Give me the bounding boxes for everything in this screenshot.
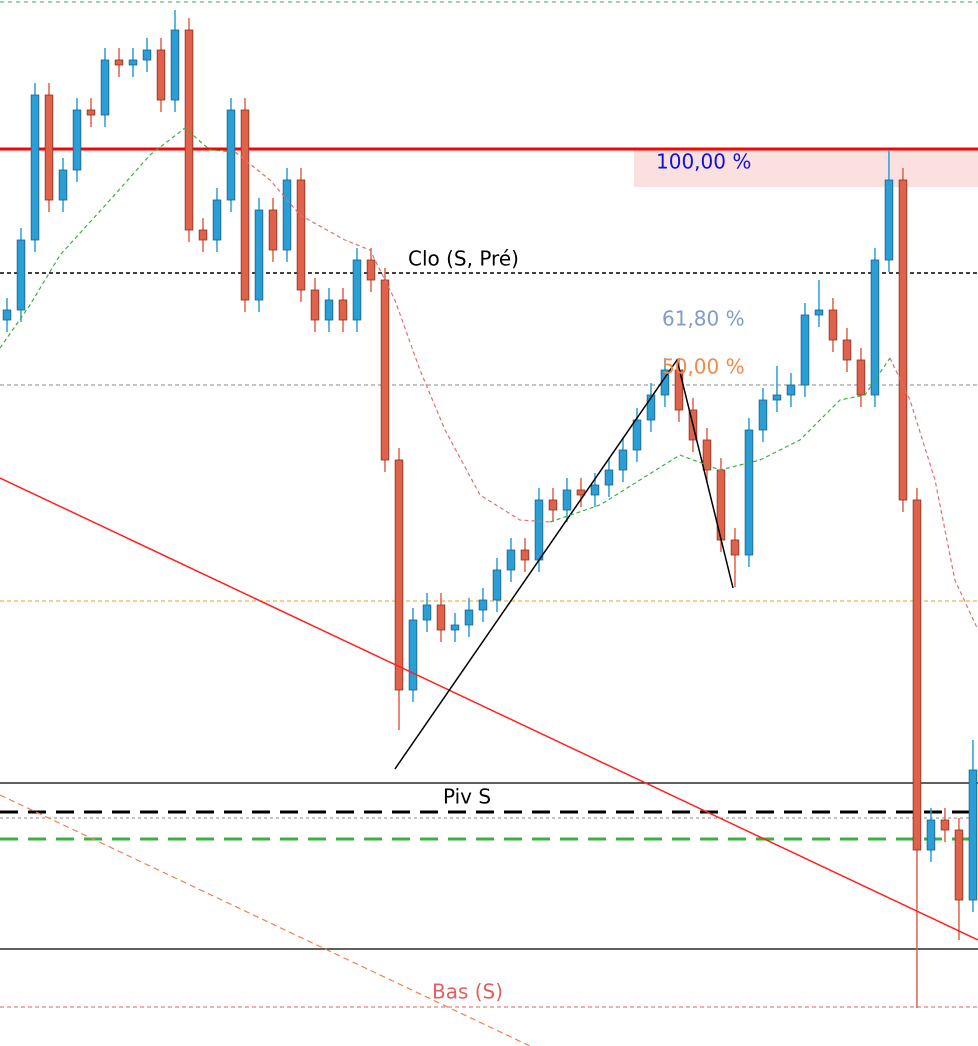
candle-body [142, 49, 152, 61]
candle-body [954, 829, 964, 901]
candle-body [492, 569, 502, 601]
candle-body [366, 259, 376, 281]
candle-body [72, 109, 82, 171]
candle-body [282, 179, 292, 251]
trend-line [234, 151, 551, 523]
candle-body [408, 619, 418, 691]
candle-body [618, 449, 628, 471]
level-label: Piv S [443, 785, 491, 809]
candle-body [940, 819, 950, 831]
candle-body [702, 439, 712, 471]
trend-line [889, 357, 978, 631]
candle-body [324, 299, 334, 321]
candle-body [520, 549, 530, 561]
candle-body [548, 499, 558, 511]
candle-body [744, 429, 754, 556]
candle-body [856, 359, 866, 396]
candle-body [898, 179, 908, 501]
candle-body [772, 394, 782, 401]
candle-body [758, 399, 768, 431]
candle-body [814, 309, 824, 316]
candle-body [2, 309, 12, 321]
candle-body [632, 419, 642, 451]
candle-body [184, 29, 194, 231]
candle-body [562, 489, 572, 511]
candle-body [506, 549, 516, 571]
candle-body [828, 309, 838, 341]
candle-body [58, 169, 68, 201]
candle-body [800, 314, 810, 386]
candle-body [86, 109, 96, 116]
candle-body [114, 59, 124, 66]
candle-body [604, 469, 614, 486]
candle-body [436, 604, 446, 631]
candle-body [100, 59, 110, 116]
candle-body [870, 259, 880, 396]
candle-body [156, 49, 166, 101]
candle-body [912, 499, 922, 851]
candle-body [884, 179, 894, 261]
trend-line [0, 794, 531, 1046]
candle-body [240, 109, 250, 301]
trend-line [0, 477, 978, 941]
candle-body [352, 259, 362, 321]
candle-body [926, 819, 936, 851]
candle-body [296, 179, 306, 291]
candle-body [534, 499, 544, 561]
candle-body [128, 59, 138, 66]
candle-body [646, 394, 656, 421]
candle-body [310, 289, 320, 321]
fib-label: 100,00 % [656, 150, 751, 174]
candle-body [226, 109, 236, 201]
candle-body [590, 484, 600, 496]
candle-body [212, 199, 222, 241]
trend-line [394, 358, 734, 770]
candle-body [968, 769, 978, 901]
candle-body [730, 539, 740, 556]
trend-line [0, 127, 236, 349]
fib-label: 50,00 % [662, 355, 745, 379]
candle-body [842, 339, 852, 361]
candle-body [16, 239, 26, 311]
candle-body [254, 209, 264, 301]
level-label: Bas (S) [432, 980, 503, 1004]
candle-body [338, 299, 348, 321]
level-label: Clo (S, Pré) [408, 247, 519, 271]
trend-line [549, 357, 891, 523]
candle-body [198, 229, 208, 241]
candle-body [170, 29, 180, 101]
candle-body [422, 604, 432, 621]
candle-body [380, 279, 390, 461]
candle-body [464, 609, 474, 626]
candle-body [394, 459, 404, 691]
candle-body [786, 384, 796, 396]
candle-body [478, 599, 488, 611]
candle-body [268, 209, 278, 251]
candle-body [30, 94, 40, 241]
fib-zone [634, 149, 978, 187]
candle-body [450, 624, 460, 631]
fib-label: 61,80 % [662, 307, 745, 331]
candle-body [44, 94, 54, 201]
